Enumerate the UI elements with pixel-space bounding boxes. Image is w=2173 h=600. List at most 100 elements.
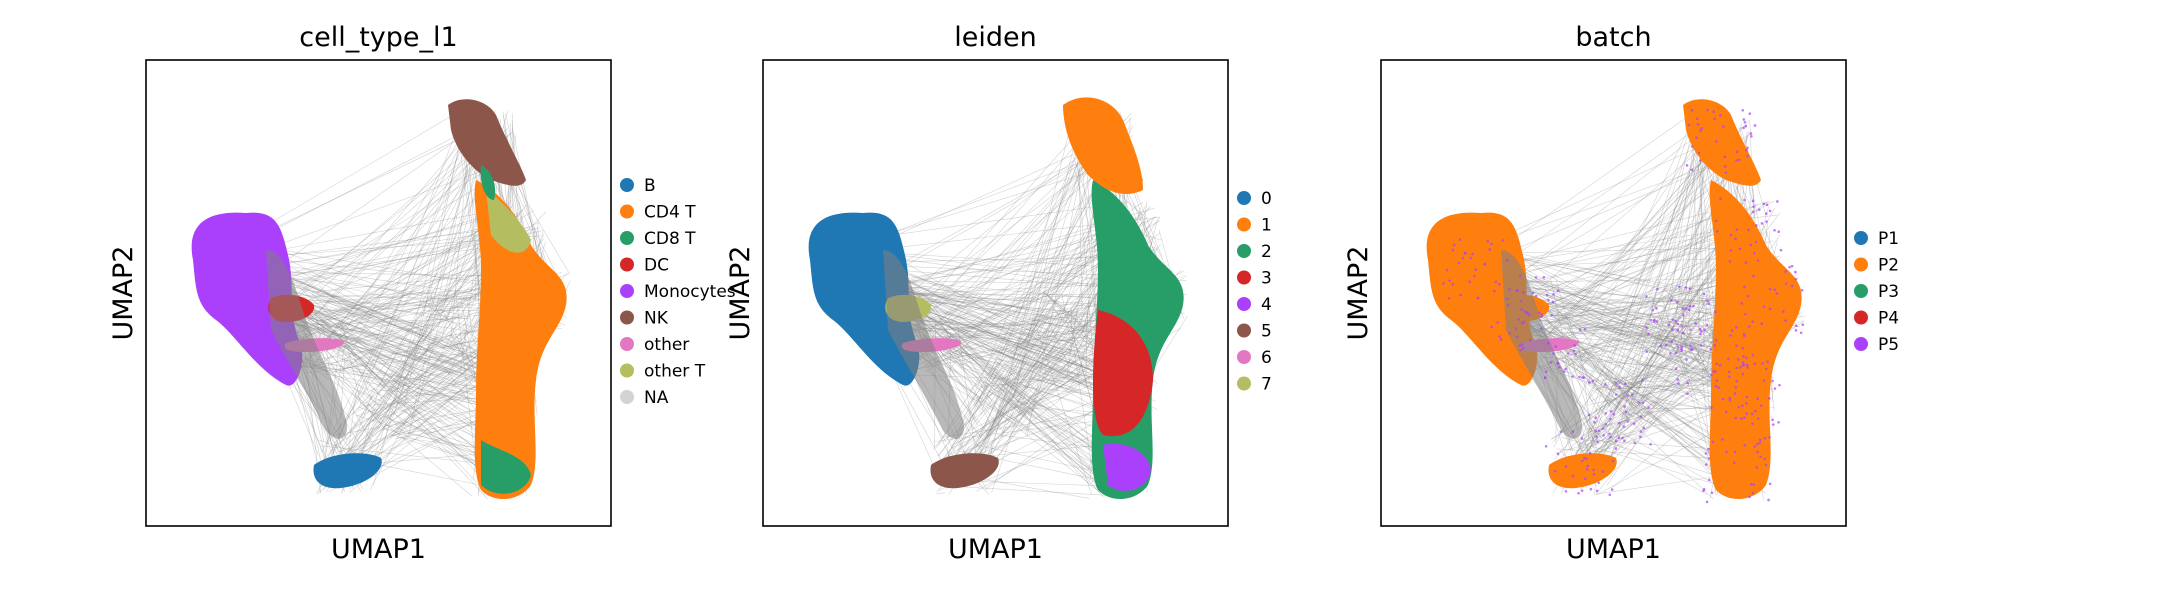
graph-edge bbox=[981, 348, 1072, 388]
speckle-dot bbox=[1715, 139, 1718, 143]
speckle-dot bbox=[1768, 287, 1772, 291]
speckle-dot bbox=[1678, 285, 1681, 289]
speckle-dot bbox=[1695, 136, 1698, 140]
graph-edge bbox=[321, 162, 474, 452]
graph-edge bbox=[1498, 112, 1693, 251]
legend-label: DC bbox=[644, 256, 669, 276]
speckle-dot bbox=[1537, 311, 1541, 314]
speckle-dot bbox=[1505, 297, 1509, 301]
speckle-dot bbox=[1705, 500, 1709, 504]
graph-edge bbox=[302, 298, 472, 320]
graph-edge bbox=[954, 116, 1105, 461]
graph-edge bbox=[1643, 320, 1710, 381]
speckle-dot bbox=[1597, 481, 1600, 485]
speckle-dot bbox=[1608, 417, 1612, 421]
graph-edge bbox=[908, 291, 1081, 324]
graph-edge bbox=[1618, 349, 1663, 385]
speckle-dot bbox=[1748, 495, 1751, 499]
graph-edge bbox=[915, 142, 1111, 365]
speckle-dot bbox=[1698, 327, 1702, 331]
graph-edge bbox=[933, 327, 1087, 364]
graph-edge bbox=[1498, 245, 1731, 381]
speckle-dot bbox=[1674, 319, 1677, 323]
graph-edge bbox=[1588, 330, 1673, 476]
speckle-dot bbox=[1534, 276, 1538, 279]
speckle-dot bbox=[1556, 452, 1560, 456]
graph-edge bbox=[305, 280, 494, 389]
speckle-dot bbox=[1520, 343, 1524, 346]
speckle-dot bbox=[1768, 435, 1771, 439]
graph-edge bbox=[274, 301, 491, 410]
graph-edge bbox=[267, 247, 518, 292]
graph-edge bbox=[1532, 286, 1743, 399]
legend-marker bbox=[620, 257, 634, 272]
speckle-dot bbox=[1709, 348, 1713, 351]
cluster-nk bbox=[448, 99, 526, 186]
graph-edge bbox=[1078, 155, 1083, 311]
legend-marker bbox=[620, 204, 634, 219]
graph-edge bbox=[296, 318, 465, 326]
graph-edge bbox=[1513, 239, 1727, 316]
speckle-dot bbox=[1545, 293, 1549, 297]
legend-marker bbox=[1237, 270, 1251, 285]
speckle-dot bbox=[1469, 256, 1473, 260]
graph-edge bbox=[1698, 121, 1704, 363]
graph-edge bbox=[1631, 111, 1697, 400]
graph-edge bbox=[1016, 400, 1103, 454]
x-axis-label: UMAP1 bbox=[1566, 534, 1661, 565]
speckle-dot bbox=[1551, 300, 1555, 304]
speckle-dot bbox=[1639, 430, 1643, 433]
graph-edge bbox=[1589, 113, 1710, 449]
graph-edge bbox=[1651, 296, 1686, 380]
graph-edge bbox=[391, 419, 486, 436]
graph-edge bbox=[1003, 357, 1064, 407]
speckle-dot bbox=[1451, 282, 1455, 286]
speckle-dot bbox=[1725, 450, 1728, 454]
graph-edge bbox=[340, 323, 490, 386]
speckle-dot bbox=[1501, 239, 1505, 242]
graph-edge bbox=[972, 304, 1063, 461]
speckle-dot bbox=[1633, 441, 1636, 444]
speckle-dot bbox=[1490, 325, 1493, 329]
graph-edge bbox=[1619, 354, 1700, 416]
graph-edge bbox=[933, 202, 1125, 450]
graph-edge bbox=[1567, 327, 1643, 419]
graph-edge bbox=[927, 317, 1117, 399]
graph-edge bbox=[1537, 314, 1630, 388]
graph-edge bbox=[1534, 331, 1717, 339]
graph-edge bbox=[1554, 250, 1732, 460]
speckle-dot bbox=[1699, 332, 1702, 336]
graph-edge bbox=[948, 156, 1098, 372]
speckle-dot bbox=[1794, 277, 1798, 281]
panel-title: cell_type_l1 bbox=[299, 22, 457, 53]
graph-edge bbox=[1586, 316, 1698, 471]
speckle-dot bbox=[1655, 306, 1658, 310]
graph-edge bbox=[1539, 167, 1733, 337]
cluster-3 bbox=[1093, 310, 1153, 437]
speckle-dot bbox=[1749, 243, 1753, 247]
graph-edge bbox=[340, 318, 362, 405]
cluster-cd4t bbox=[486, 260, 531, 420]
speckle-dot bbox=[1566, 352, 1570, 355]
speckle-dot bbox=[1591, 379, 1595, 383]
graph-edge bbox=[1070, 308, 1073, 331]
graph-edge bbox=[1572, 366, 1714, 500]
graph-edge bbox=[295, 357, 494, 394]
graph-edge bbox=[351, 316, 449, 469]
graph-edge bbox=[1560, 345, 1683, 388]
speckle-dot bbox=[1601, 470, 1605, 473]
graph-edge bbox=[333, 119, 462, 453]
graph-edge bbox=[914, 310, 1066, 384]
graph-edge bbox=[981, 163, 1079, 411]
speckle-dot bbox=[1745, 356, 1748, 360]
speckle-dot bbox=[1724, 171, 1728, 174]
graph-edge bbox=[1596, 357, 1707, 494]
graph-edge bbox=[1491, 125, 1709, 297]
legend-label: 0 bbox=[1261, 189, 1272, 209]
graph-edge bbox=[336, 334, 411, 410]
speckle-dot bbox=[1754, 224, 1758, 227]
speckle-dot bbox=[1713, 117, 1716, 121]
legend-marker bbox=[1237, 297, 1251, 311]
speckle-dot bbox=[1767, 498, 1770, 502]
speckle-dot bbox=[1735, 159, 1738, 162]
